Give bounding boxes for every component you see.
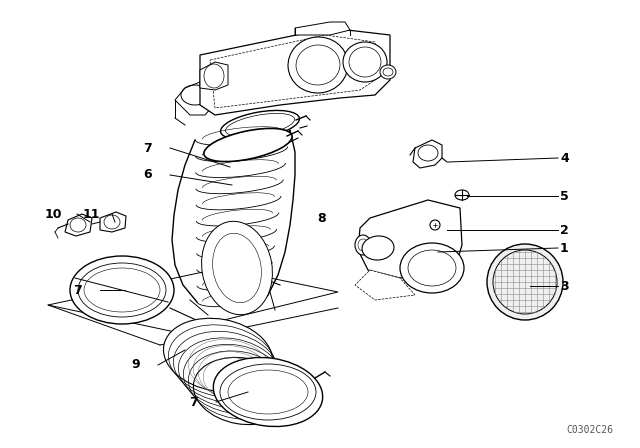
Polygon shape <box>100 212 126 232</box>
Ellipse shape <box>455 190 469 200</box>
Text: 10: 10 <box>45 207 62 220</box>
Text: 3: 3 <box>560 280 568 293</box>
Polygon shape <box>65 214 92 236</box>
Text: 11: 11 <box>83 207 100 220</box>
Ellipse shape <box>288 37 348 93</box>
Ellipse shape <box>221 111 300 140</box>
Polygon shape <box>175 82 218 115</box>
Ellipse shape <box>70 256 174 324</box>
Text: 6: 6 <box>143 168 152 181</box>
Ellipse shape <box>380 65 396 79</box>
Text: 9: 9 <box>131 358 140 371</box>
Text: 7: 7 <box>189 396 198 409</box>
Text: 7: 7 <box>143 142 152 155</box>
Polygon shape <box>413 140 442 168</box>
Ellipse shape <box>487 244 563 320</box>
Polygon shape <box>355 270 415 300</box>
Ellipse shape <box>400 243 464 293</box>
Text: 1: 1 <box>560 241 569 254</box>
Ellipse shape <box>204 129 292 162</box>
Polygon shape <box>200 62 228 90</box>
Ellipse shape <box>343 42 387 82</box>
Ellipse shape <box>355 235 371 255</box>
Text: C0302C26: C0302C26 <box>566 425 614 435</box>
Ellipse shape <box>202 221 273 314</box>
Text: 4: 4 <box>560 151 569 164</box>
Text: 7: 7 <box>73 284 82 297</box>
Text: 2: 2 <box>560 224 569 237</box>
Ellipse shape <box>163 318 273 392</box>
Ellipse shape <box>362 236 394 260</box>
Text: 5: 5 <box>560 190 569 202</box>
Polygon shape <box>200 28 390 115</box>
Text: 8: 8 <box>317 211 326 224</box>
Ellipse shape <box>213 358 323 426</box>
Polygon shape <box>295 22 350 35</box>
Polygon shape <box>358 200 462 278</box>
